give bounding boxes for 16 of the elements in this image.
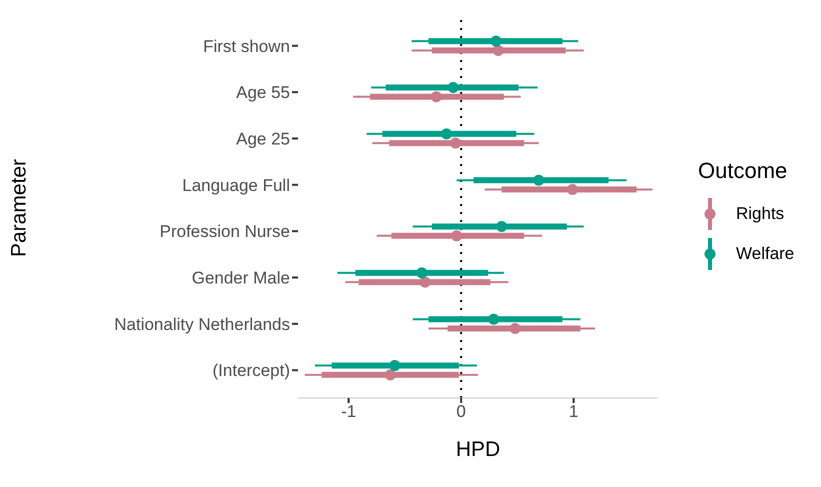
y-tick-label: Age 25	[236, 130, 290, 149]
y-tick-label: Age 55	[236, 83, 290, 102]
y-axis-title: Parameter	[7, 158, 30, 258]
x-tick-label: 0	[456, 402, 466, 422]
legend-label: Welfare	[736, 244, 794, 264]
x-tick-label: -1	[341, 402, 356, 422]
x-tick-label: 1	[568, 402, 578, 422]
y-tick-label: Nationality Netherlands	[114, 314, 290, 334]
y-tick-label: Gender Male	[192, 268, 290, 288]
y-tick-label: Profession Nurse	[160, 222, 290, 242]
y-tick-label: First shown	[203, 36, 290, 56]
legend-label: Rights	[736, 204, 784, 224]
y-tick-label: Language Full	[182, 176, 290, 195]
y-tick-label: (Intercept)	[212, 361, 290, 380]
legend-title: Outcome	[698, 158, 788, 184]
x-axis-title: HPD	[456, 438, 500, 461]
